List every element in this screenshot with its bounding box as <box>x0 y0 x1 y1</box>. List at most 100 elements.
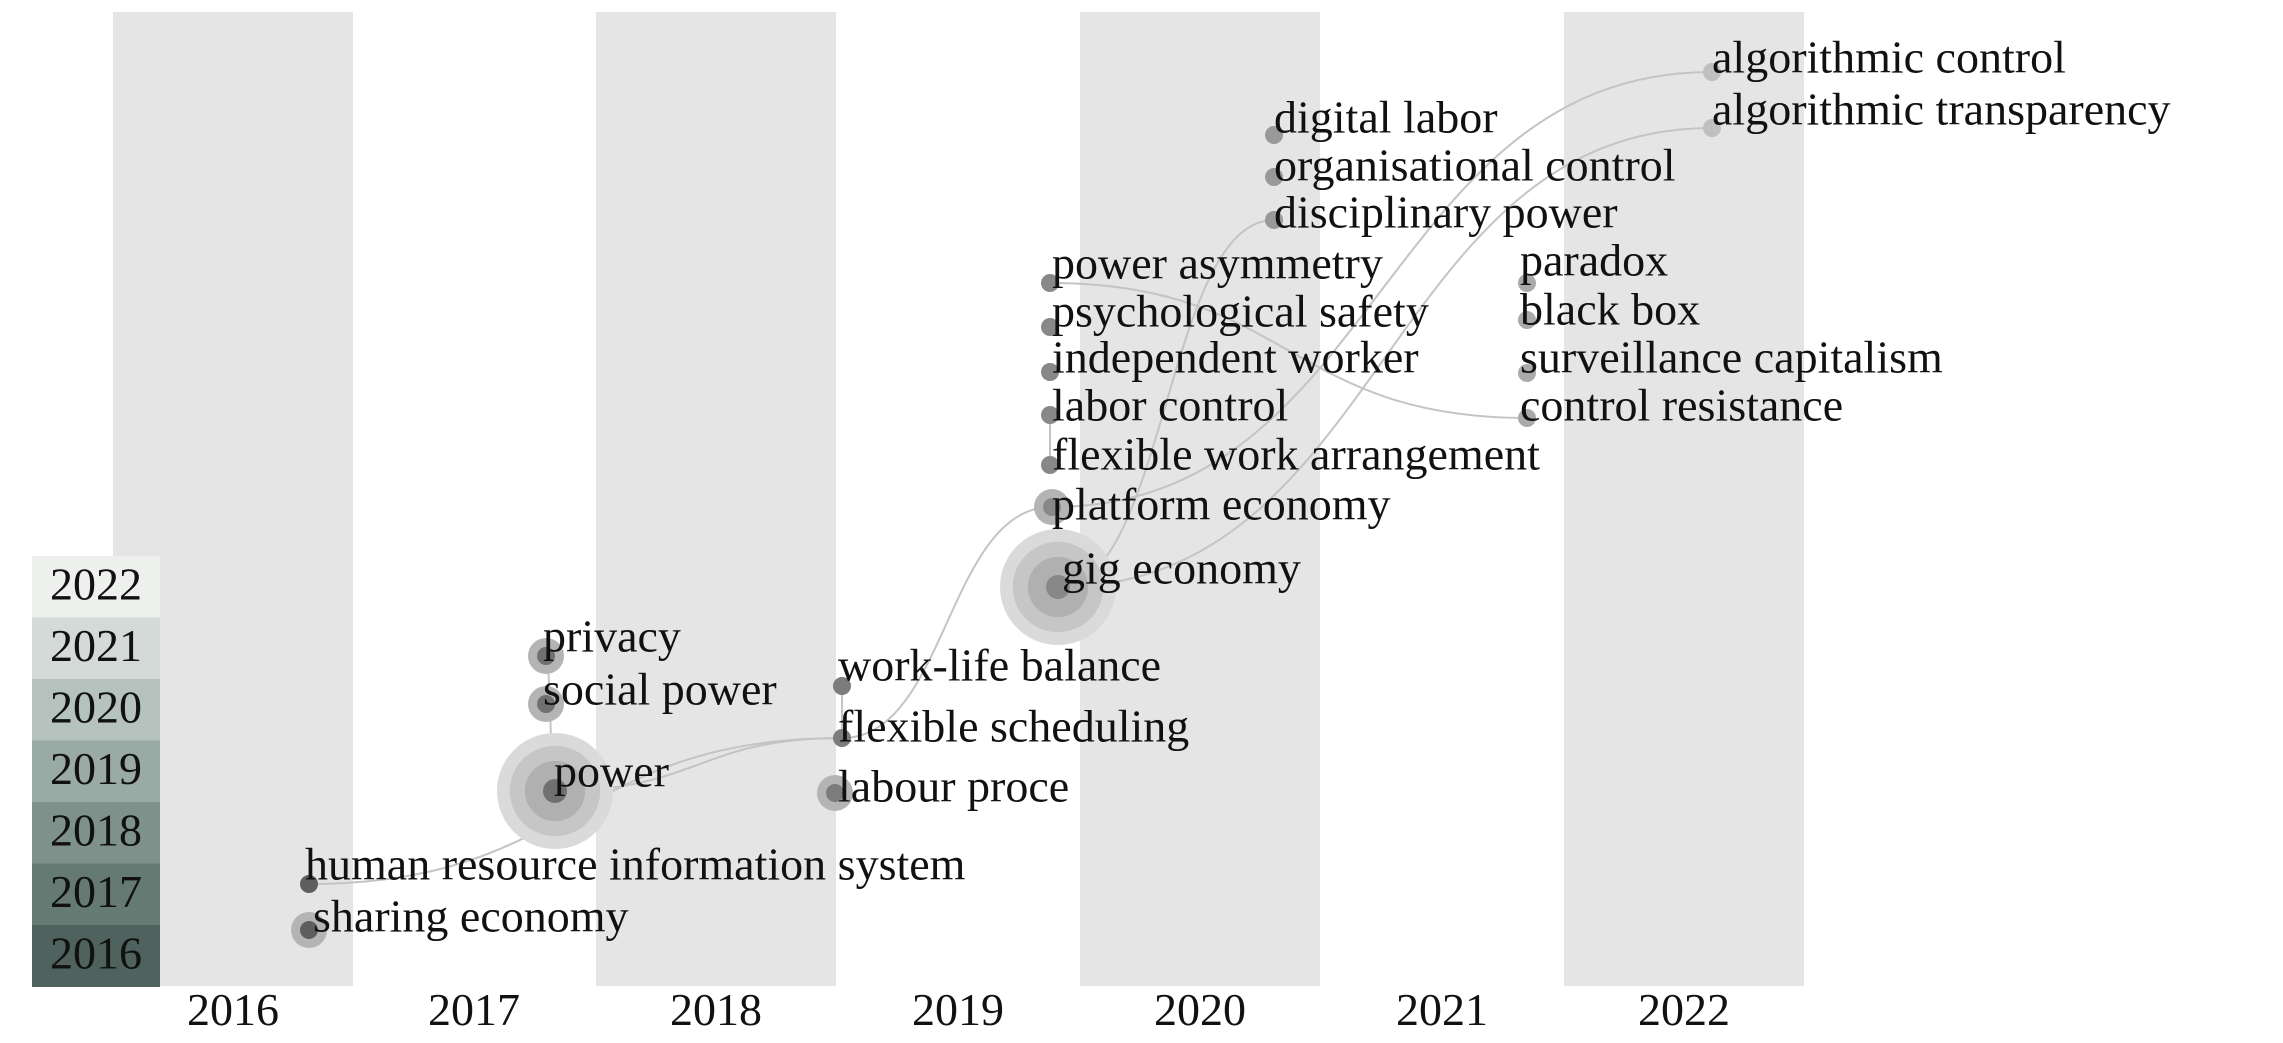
link-line-power-asymmetry-to-control-resistance <box>1049 282 1528 419</box>
x-tick-2016: 2016 <box>187 984 279 1035</box>
node-core <box>300 921 318 939</box>
link-line-flexible-scheduling-to-platform-economy <box>841 506 1053 739</box>
label-work-life-balance: work-life balance <box>838 640 1161 691</box>
node-work-life-balance <box>833 677 851 695</box>
label-privacy: privacy <box>543 611 681 662</box>
legend-label-2019: 2019 <box>50 743 142 794</box>
legend-label-2017: 2017 <box>50 866 142 917</box>
year-band-2018 <box>596 12 836 986</box>
node-organisational-control <box>1265 168 1283 186</box>
node-psychological-safety <box>1041 318 1059 336</box>
node-black-box <box>1518 311 1536 329</box>
node-labour-proce <box>817 775 853 811</box>
label-power-asymmetry: power asymmetry <box>1052 238 1383 289</box>
label-labor-control: labor control <box>1052 380 1288 431</box>
node-core <box>543 779 567 803</box>
label-sharing-economy: sharing economy <box>313 891 629 942</box>
node-core <box>1265 211 1283 229</box>
node-core <box>1518 364 1536 382</box>
node-paradox <box>1518 274 1536 292</box>
node-core <box>537 647 555 665</box>
label-independent-worker: independent worker <box>1052 332 1419 383</box>
label-paradox: paradox <box>1520 235 1668 286</box>
label-psychological-safety: psychological safety <box>1052 286 1429 337</box>
node-social-power <box>528 686 564 722</box>
legend-swatch-2017 <box>32 863 160 926</box>
label-human-resource-information-system: human resource information system <box>305 839 966 890</box>
legend-swatch-2021 <box>32 617 160 680</box>
node-core <box>1041 363 1059 381</box>
year-legend: 2022 2021 2020 2019 2018 2017 2016 <box>32 556 160 987</box>
label-flexible-work-arrangement: flexible work arrangement <box>1052 429 1540 480</box>
node-core <box>1041 318 1059 336</box>
keyword-labels: human resource information systemsharing… <box>305 32 2171 942</box>
legend-swatch-2019 <box>32 740 160 803</box>
node-human-resource-information-system <box>300 875 318 893</box>
node-core <box>1041 406 1059 424</box>
legend-label-2020: 2020 <box>50 681 142 732</box>
node-core <box>1043 498 1061 516</box>
node-platform-economy <box>1034 489 1070 525</box>
label-disciplinary-power: disciplinary power <box>1274 187 1618 238</box>
node-control-resistance <box>1518 409 1536 427</box>
node-core <box>1518 409 1536 427</box>
year-bands <box>113 12 1804 986</box>
label-platform-economy: platform economy <box>1052 479 1391 530</box>
node-core <box>1518 274 1536 292</box>
node-algorithmic-transparency <box>1703 119 1721 137</box>
link-line-platform-economy-to-algorithmic-control <box>1051 71 1713 508</box>
node-labor-control <box>1041 406 1059 424</box>
label-power: power <box>554 746 669 797</box>
node-privacy <box>528 638 564 674</box>
node-core <box>1041 456 1059 474</box>
label-social-power: social power <box>543 664 777 715</box>
node-core <box>537 695 555 713</box>
legend-swatch-2020 <box>32 679 160 741</box>
node-core <box>826 784 844 802</box>
legend-label-2016: 2016 <box>50 927 142 978</box>
node-core <box>1046 575 1070 599</box>
node-flexible-work-arrangement <box>1041 456 1059 474</box>
year-band-2022 <box>1564 12 1804 986</box>
label-labour-proce: labour proce <box>838 761 1069 812</box>
node-core <box>1703 63 1721 81</box>
x-tick-2019: 2019 <box>912 984 1004 1035</box>
node-core <box>1518 311 1536 329</box>
legend-swatch-2018 <box>32 802 160 864</box>
legend-label-2021: 2021 <box>50 620 142 671</box>
node-digital-labor <box>1265 126 1283 144</box>
legend-swatch-2022 <box>32 556 160 618</box>
node-core <box>1041 274 1059 292</box>
link-line-gig-economy-to-algorithmic-transparency <box>1057 127 1713 588</box>
label-digital-labor: digital labor <box>1274 92 1498 143</box>
node-core <box>1703 119 1721 137</box>
legend-label-2018: 2018 <box>50 804 142 855</box>
x-tick-2018: 2018 <box>670 984 762 1035</box>
x-axis-year-labels: 2016 2017 2018 2019 2020 2021 2022 <box>187 984 1730 1035</box>
legend-label-2022: 2022 <box>50 558 142 609</box>
label-flexible-scheduling: flexible scheduling <box>838 701 1189 752</box>
node-core <box>1265 126 1283 144</box>
legend-swatch-2016 <box>32 925 160 987</box>
label-gig-economy: gig economy <box>1062 543 1301 594</box>
node-flexible-scheduling <box>833 729 851 747</box>
node-power-asymmetry <box>1041 274 1059 292</box>
node-surveillance-capitalism <box>1518 364 1536 382</box>
node-sharing-economy <box>291 912 327 948</box>
x-tick-2020: 2020 <box>1154 984 1246 1035</box>
label-algorithmic-transparency: algorithmic transparency <box>1712 84 2171 135</box>
label-black-box: black box <box>1520 284 1700 335</box>
label-algorithmic-control: algorithmic control <box>1712 32 2066 83</box>
x-tick-2021: 2021 <box>1396 984 1488 1035</box>
node-gig-economy <box>1000 529 1116 645</box>
x-tick-2022: 2022 <box>1638 984 1730 1035</box>
node-algorithmic-control <box>1703 63 1721 81</box>
node-core <box>300 875 318 893</box>
node-core <box>833 729 851 747</box>
node-core <box>1265 168 1283 186</box>
node-disciplinary-power <box>1265 211 1283 229</box>
x-tick-2017: 2017 <box>428 984 520 1035</box>
node-core <box>833 677 851 695</box>
label-organisational-control: organisational control <box>1274 140 1676 191</box>
